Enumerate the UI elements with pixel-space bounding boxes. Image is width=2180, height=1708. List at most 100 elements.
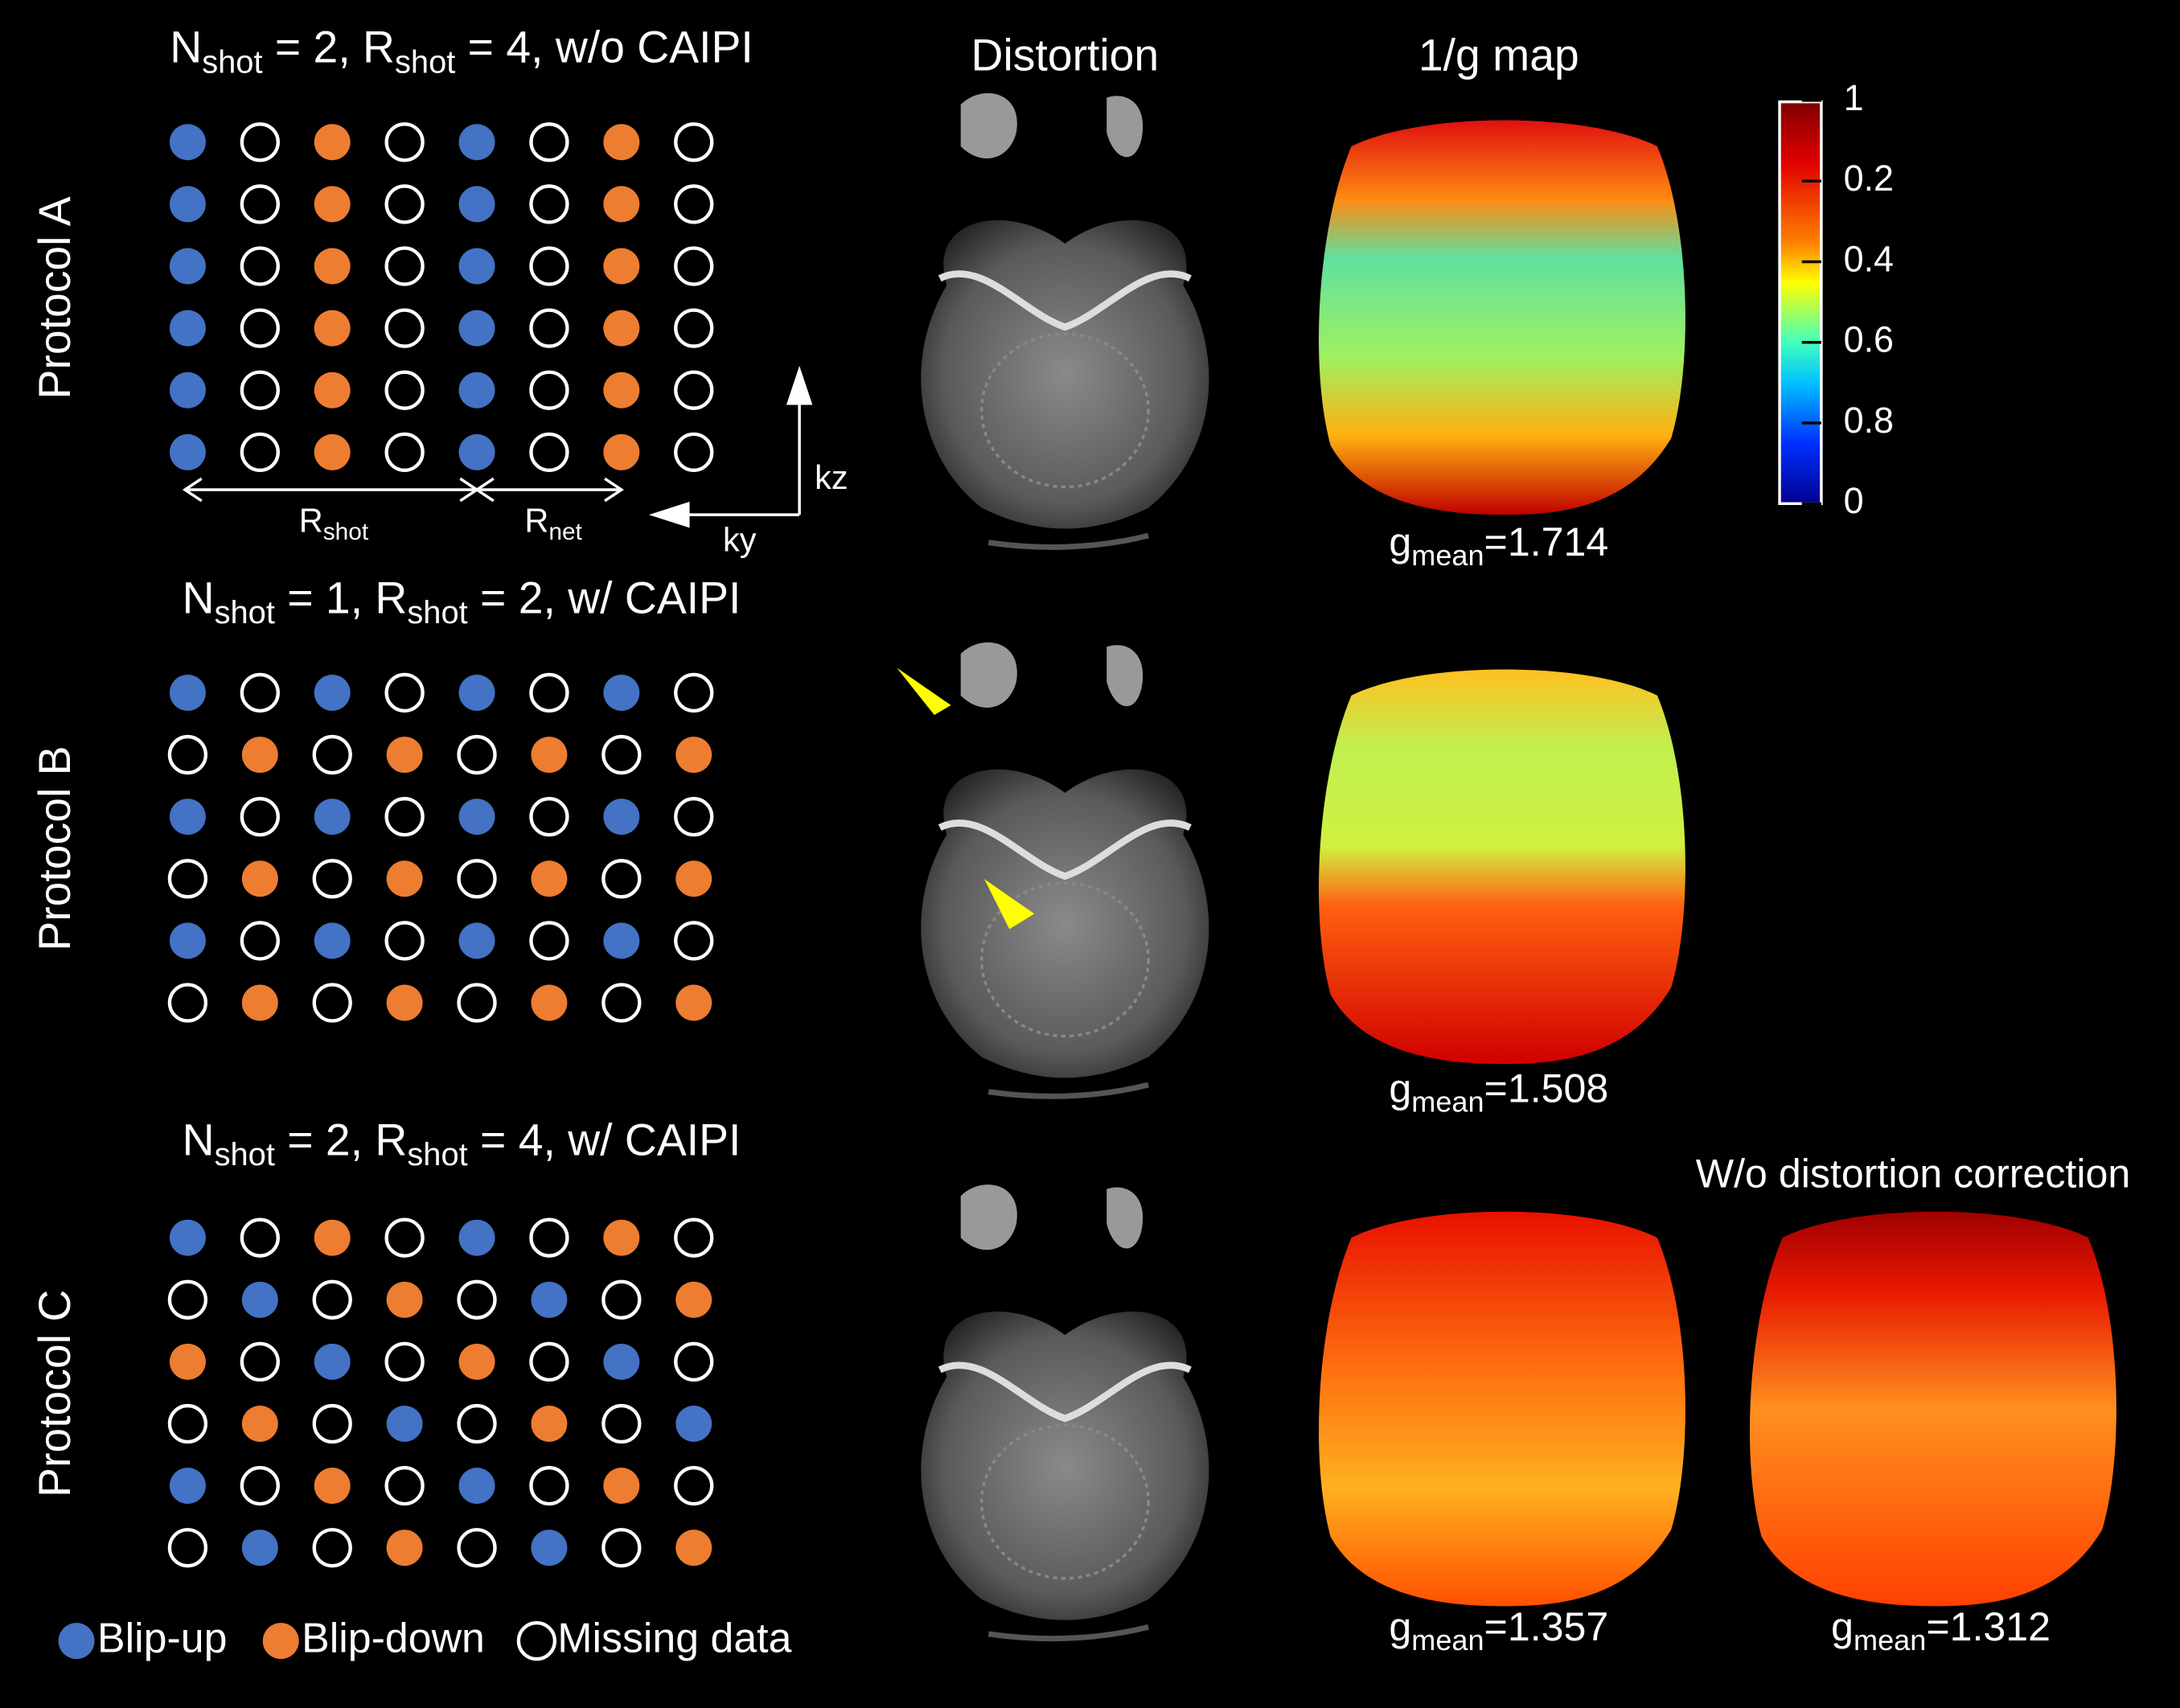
missing-sample bbox=[601, 1528, 642, 1568]
missing-sample bbox=[529, 308, 569, 348]
g-map bbox=[1319, 669, 1685, 1065]
missing-sample bbox=[529, 1217, 569, 1258]
blip-down-sample bbox=[675, 1281, 712, 1318]
blip-down-sample bbox=[603, 1468, 640, 1505]
missing-sample bbox=[457, 1528, 497, 1568]
blip-down-sample bbox=[603, 124, 640, 161]
blip-down-sample bbox=[314, 1468, 351, 1505]
missing-sample bbox=[674, 122, 714, 162]
missing-sample bbox=[240, 122, 280, 162]
missing-sample bbox=[529, 797, 569, 837]
blip-down-sample bbox=[386, 1281, 423, 1318]
blip-up-sample bbox=[603, 799, 640, 836]
missing-sample bbox=[601, 1403, 642, 1444]
blip-up-sample bbox=[458, 310, 495, 347]
blip-down-sample bbox=[603, 372, 640, 409]
protocol-label: Protocol C bbox=[30, 1290, 80, 1497]
protocol-title-part: = 2, R bbox=[275, 1115, 407, 1164]
g-map bbox=[1319, 1211, 1685, 1607]
missing-sample bbox=[384, 1465, 425, 1506]
protocol-title-part: = 1, R bbox=[275, 573, 407, 622]
missing-sample bbox=[312, 1528, 352, 1568]
missing-sample bbox=[529, 921, 569, 961]
colorbar-label: 0.6 bbox=[1844, 319, 1894, 360]
colorbar-label: 0 bbox=[1844, 480, 1864, 521]
content: Distortion 1/g map W/o distortion correc… bbox=[182, 31, 2130, 1639]
missing-sample bbox=[240, 672, 280, 713]
g-map bbox=[1319, 120, 1685, 515]
blip-up-sample bbox=[675, 1406, 712, 1443]
blip-up-sample bbox=[458, 248, 495, 285]
missing-sample bbox=[384, 921, 425, 961]
blip-down-sample bbox=[531, 1406, 568, 1443]
blip-up-sample bbox=[169, 310, 206, 347]
header: 1/g map bbox=[1418, 31, 1579, 80]
protocol-title: Nshot = 1, Rshot = 2, w/ CAIPI bbox=[183, 573, 741, 630]
legend-marker bbox=[58, 1623, 95, 1660]
distortion-image bbox=[921, 1185, 1209, 1638]
blip-up-sample bbox=[314, 922, 351, 959]
missing-sample bbox=[384, 370, 425, 410]
missing-sample bbox=[674, 672, 714, 713]
g-mean-part: mean bbox=[1854, 1623, 1926, 1656]
blip-up-sample bbox=[314, 799, 351, 836]
annotation-part: R bbox=[524, 501, 548, 539]
protocol-title: Nshot = 2, Rshot = 4, w/o CAIPI bbox=[170, 22, 753, 80]
g-mean-part: g bbox=[1389, 1066, 1411, 1111]
missing-sample bbox=[240, 432, 280, 472]
blip-up-sample bbox=[169, 372, 206, 409]
protocol-title-part: shot bbox=[202, 44, 262, 80]
missing-sample bbox=[240, 370, 280, 410]
protocol-title-part: shot bbox=[215, 1137, 275, 1172]
blip-up-sample bbox=[458, 372, 495, 409]
blip-up-sample bbox=[169, 799, 206, 836]
missing-sample bbox=[384, 308, 425, 348]
missing-sample bbox=[529, 122, 569, 162]
missing-sample bbox=[457, 1403, 497, 1444]
missing-sample bbox=[384, 1341, 425, 1382]
missing-sample bbox=[529, 432, 569, 472]
missing-sample bbox=[312, 1403, 352, 1444]
protocol-title-part: N bbox=[183, 1115, 215, 1164]
g-mean-part: mean bbox=[1411, 539, 1484, 572]
missing-sample bbox=[240, 1465, 280, 1506]
protocol-title-part: shot bbox=[395, 44, 455, 80]
missing-sample bbox=[312, 859, 352, 899]
missing-sample bbox=[529, 672, 569, 713]
blip-down-sample bbox=[314, 124, 351, 161]
legend-label: Blip-down bbox=[302, 1614, 485, 1661]
blip-down-sample bbox=[386, 737, 423, 774]
missing-sample bbox=[674, 1341, 714, 1382]
missing-sample bbox=[674, 1217, 714, 1258]
annotation-arrows bbox=[182, 365, 813, 528]
distortion-image bbox=[921, 643, 1209, 1096]
missing-sample bbox=[167, 983, 208, 1023]
protocol-title-part: shot bbox=[407, 594, 467, 630]
axis-label: kz bbox=[815, 458, 848, 496]
missing-sample bbox=[529, 184, 569, 224]
blip-up-sample bbox=[169, 922, 206, 959]
missing-sample bbox=[240, 246, 280, 286]
g-mean-part: =1.312 bbox=[1926, 1604, 2051, 1649]
blip-up-sample bbox=[458, 186, 495, 223]
blip-down-sample bbox=[241, 1406, 278, 1443]
missing-sample bbox=[674, 432, 714, 472]
g-mean: gmean=1.508 bbox=[1389, 1066, 1608, 1118]
blip-up-sample bbox=[531, 1529, 568, 1566]
blip-up-sample bbox=[314, 674, 351, 711]
blip-up-sample bbox=[169, 248, 206, 285]
blip-down-sample bbox=[314, 248, 351, 285]
blip-up-sample bbox=[458, 433, 495, 470]
missing-sample bbox=[384, 432, 425, 472]
blip-up-sample bbox=[169, 1219, 206, 1256]
missing-sample bbox=[167, 859, 208, 899]
blip-down-sample bbox=[675, 737, 712, 774]
legend-marker bbox=[516, 1620, 557, 1661]
missing-sample bbox=[529, 246, 569, 286]
missing-sample bbox=[167, 1528, 208, 1568]
blip-down-sample bbox=[531, 737, 568, 774]
missing-sample bbox=[601, 983, 642, 1023]
annotation-part: shot bbox=[323, 519, 369, 545]
blip-down-sample bbox=[314, 310, 351, 347]
blip-down-sample bbox=[386, 1529, 423, 1566]
